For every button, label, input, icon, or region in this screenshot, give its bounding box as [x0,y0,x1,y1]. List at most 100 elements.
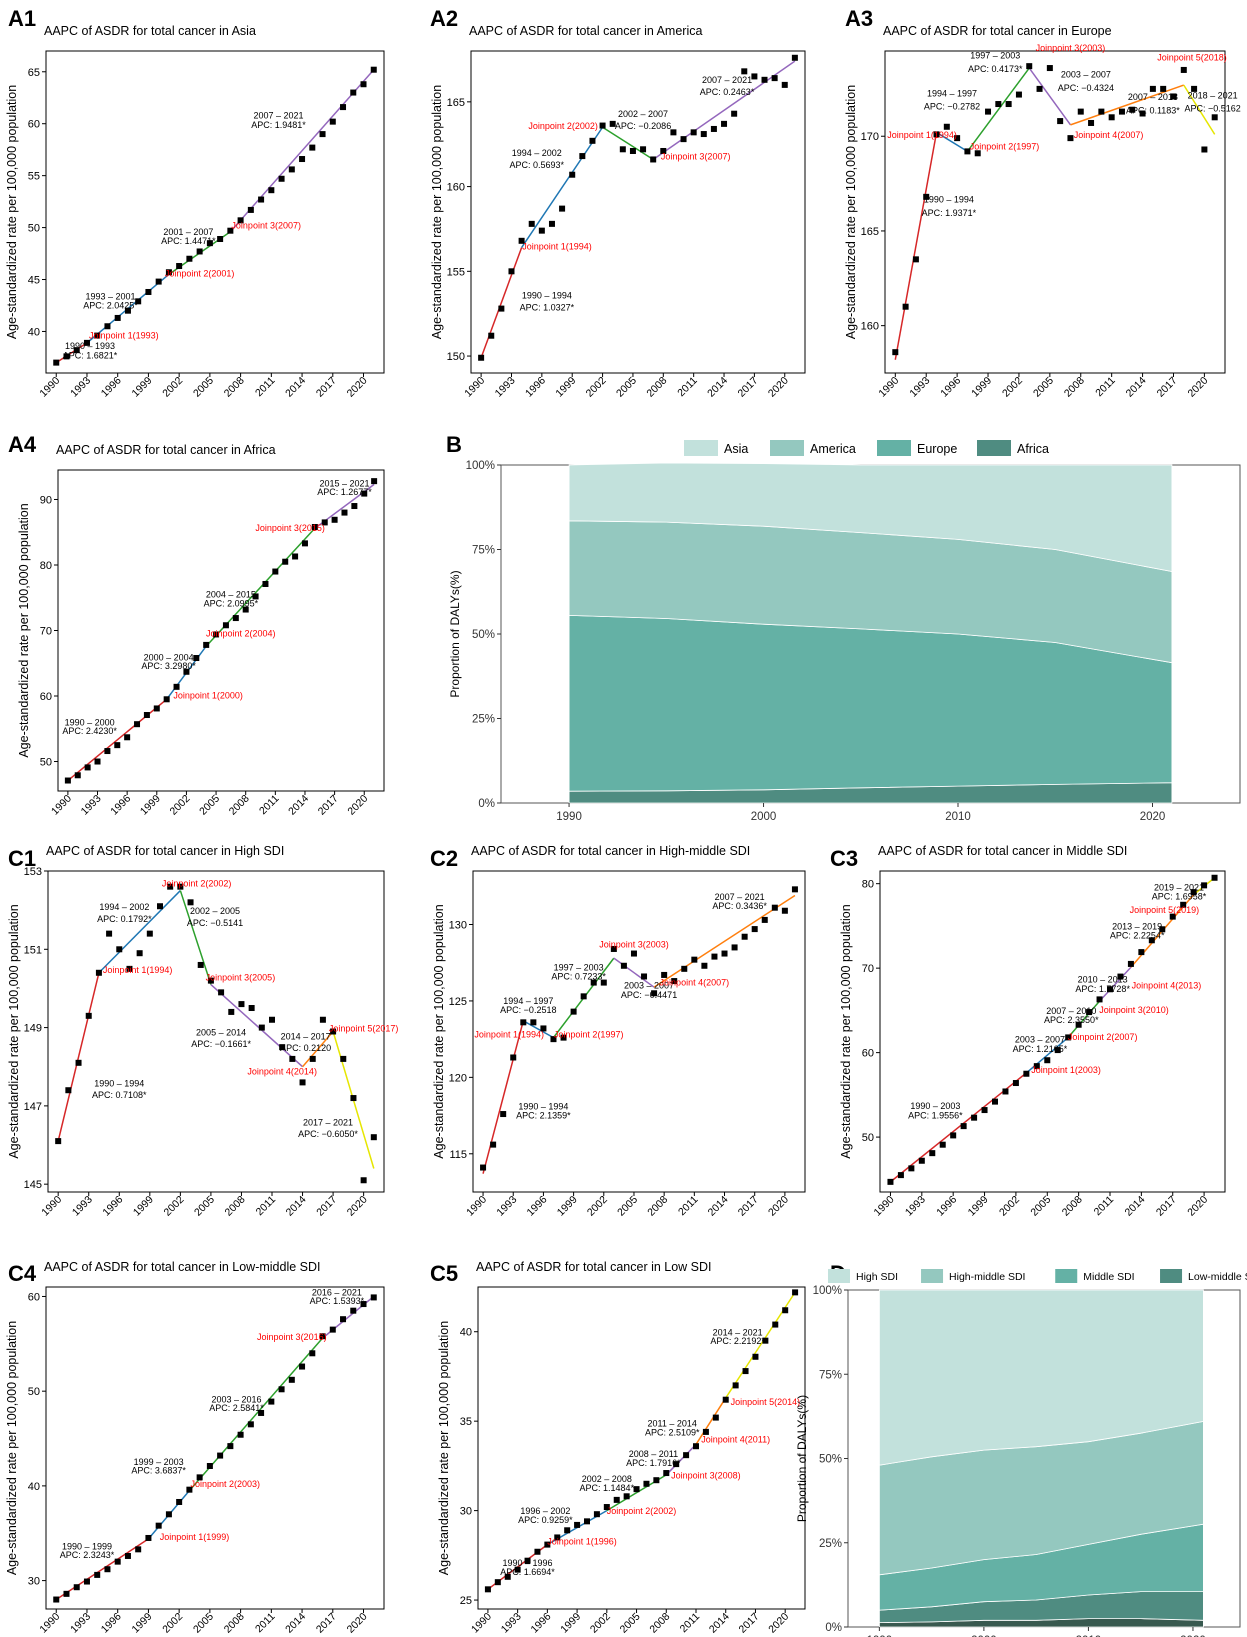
x-tick-label: 2002 [160,1611,185,1636]
plot-frame [884,50,1226,374]
data-point [299,1363,306,1370]
plot-frame [470,50,806,374]
data-point [933,131,940,138]
y-tick-label: 35 [460,1416,472,1428]
y-tick-label: 65 [28,67,40,79]
panel-label: A1 [8,6,36,31]
data-point [1088,119,1095,126]
data-point [960,1123,967,1130]
data-point [340,1316,347,1323]
panel-a3: A3 AAPC of ASDR for total cancer in Europ… [844,6,1241,400]
data-point [929,1150,936,1157]
data-point [1044,1057,1051,1064]
data-point [908,1165,915,1172]
data-point [269,1016,275,1023]
data-point [84,764,91,771]
segment-annotation: 2007 – 2010 [1046,1006,1096,1016]
x-tick-label: 1993 [903,1194,928,1219]
data-point [939,1141,946,1148]
x-tick-label: 2020 [345,1194,370,1219]
x-tick-label: 1993 [499,1611,524,1636]
x-tick-label: 2002 [161,1194,186,1219]
data-point [609,120,616,127]
segment-annotation: 2007 – 2021 [702,75,752,85]
x-tick-label: 2005 [197,793,222,818]
data-point [530,1019,537,1026]
data-point [580,993,587,1000]
data-point [238,1001,245,1008]
segment-annotation: 2003 – 2007 [1061,70,1111,80]
segment-annotation: APC: 1.2105* [1013,1044,1068,1054]
segment-annotation: 1990 – 2000 [65,717,115,727]
x-tick-label: 2010 [945,811,971,823]
joinpoint-label: Joinpoint 3(2008) [671,1470,741,1480]
data-point [124,734,131,741]
data-point [722,1396,729,1403]
data-point [954,135,961,142]
data-point [63,353,70,360]
legend-swatch [921,1269,944,1283]
segment-annotation: 2017 – 2021 [303,1117,353,1127]
data-point [693,1443,699,1450]
segment-annotation: APC: 0.3436* [712,901,767,911]
data-point [268,1398,275,1405]
data-point [690,129,697,136]
data-point [1065,1034,1072,1041]
data-point [943,123,950,130]
data-point [135,1546,142,1553]
segment-annotation: 2007 – 2021 [715,892,765,902]
data-point [104,1566,111,1573]
data-point [620,962,627,969]
chart-title: AAPC of ASDR for total cancer in High-mi… [471,844,750,858]
data-point [370,1134,377,1141]
segment-annotation: APC: 0.4173* [968,64,1023,74]
panel-b: B 0% 25% 50% 75% 100% 1990 2000 2010 2020 Proporti… [446,432,1241,823]
segment-annotation: 2002 – 2007 [618,109,668,119]
data-point [995,101,1002,108]
segment-annotation: APC: −0.5141 [187,918,243,928]
data-point [350,89,357,96]
data-point [564,1527,571,1534]
data-point [500,1111,507,1118]
data-point [610,945,617,952]
data-point [599,122,606,129]
data-point [1201,882,1208,889]
segment-annotation: 1990 – 1994 [518,1101,568,1111]
data-point [731,944,738,951]
x-tick-label: 1990 [37,1611,62,1636]
x-tick-label: 2017 [737,1611,762,1636]
data-point [589,137,596,144]
data-point [619,146,626,153]
data-point [227,1443,234,1450]
data-point [791,54,798,61]
segment-annotation: APC: 2.0425* [83,301,138,311]
data-point [1211,874,1218,881]
x-tick-label: 1996 [525,1194,550,1219]
data-point [504,1573,511,1580]
segment-annotation: 2008 – 2011 [629,1449,678,1459]
x-tick-label: 1990 [556,811,582,823]
data-point [63,1590,70,1597]
y-tick-label: 60 [28,119,40,131]
data-point [145,1534,152,1541]
x-tick-label: 2017 [736,1194,761,1219]
joinpoint-label: Joinpoint 1(1994) [887,130,957,140]
data-point [176,1498,183,1505]
data-point [83,339,90,346]
panel-d: D0%25%50%75%100%1990200020102020Proporti… [795,1261,1247,1637]
data-point [892,349,899,356]
y-tick-label: 100% [813,1285,842,1297]
joinpoint-label: Joinpoint 2(2002) [528,121,598,131]
data-point [508,268,515,275]
data-point [330,1028,337,1035]
segment-annotation: 1999 – 2003 [134,1457,184,1467]
joinpoint-segment [1183,84,1216,135]
segment-annotation: APC: 1.9371* [922,208,977,218]
data-point [288,1376,295,1383]
data-point [1201,146,1208,153]
joinpoint-segment [1098,966,1132,1002]
data-point [370,66,377,73]
joinpoint-label: Joinpoint 5(2018) [1157,52,1227,62]
data-point [360,1177,367,1184]
segment-annotation: APC: 2.3550* [1044,1015,1099,1025]
